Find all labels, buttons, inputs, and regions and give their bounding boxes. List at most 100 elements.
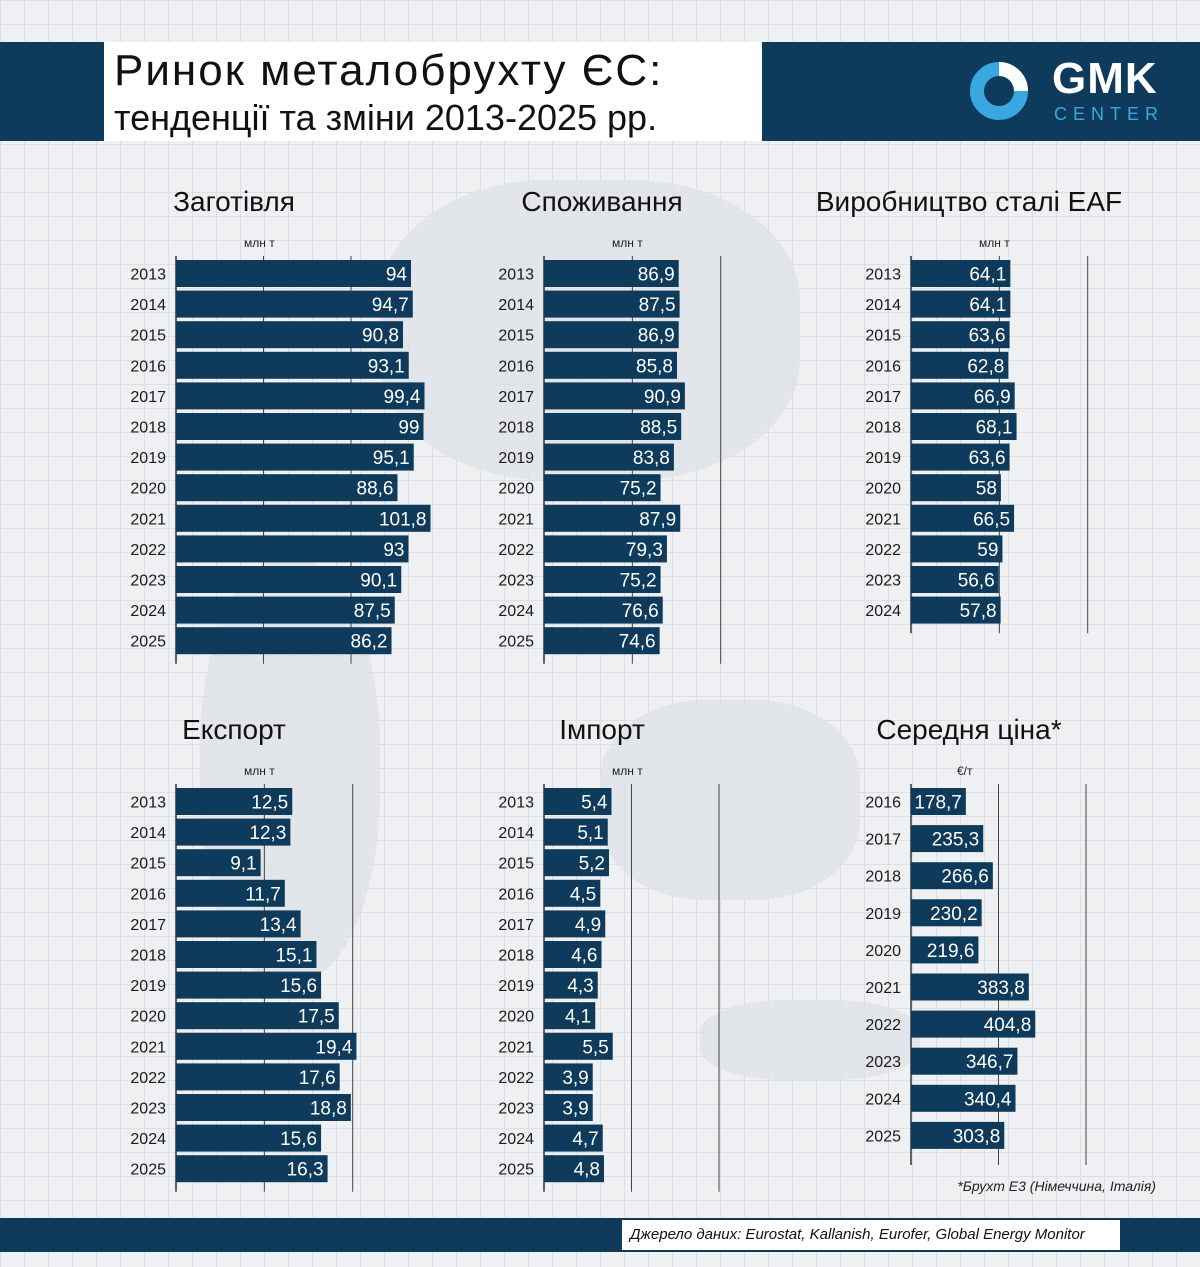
value-label: 64,1 bbox=[969, 265, 1006, 286]
category-label: 2017 bbox=[130, 917, 166, 934]
bar bbox=[911, 474, 1001, 502]
bar bbox=[176, 849, 261, 877]
category-label: 2021 bbox=[498, 1039, 534, 1056]
bar bbox=[176, 535, 409, 563]
category-label: 2025 bbox=[498, 634, 534, 651]
category-label: 2021 bbox=[498, 511, 534, 528]
chart-title: Імпорт bbox=[559, 714, 645, 745]
category-label: 2023 bbox=[865, 1054, 901, 1071]
value-label: 58 bbox=[976, 479, 997, 500]
category-label: 2017 bbox=[130, 389, 166, 406]
bar bbox=[911, 936, 979, 964]
bar bbox=[544, 413, 682, 440]
chart-title: Споживання bbox=[521, 186, 683, 217]
category-label: 2019 bbox=[498, 978, 534, 995]
bar bbox=[911, 382, 1015, 410]
category-label: 2015 bbox=[130, 856, 166, 873]
bar bbox=[911, 862, 993, 890]
category-label: 2025 bbox=[865, 1128, 901, 1145]
value-label: 4,3 bbox=[567, 976, 593, 997]
value-label: 16,3 bbox=[287, 1160, 324, 1181]
bar-plot: 2013 64,1 2014 64,1 2015 63,6 2016 62,8 2017 66,9… bbox=[845, 256, 1200, 638]
category-label: 2019 bbox=[865, 906, 901, 923]
category-label: 2014 bbox=[130, 297, 166, 314]
category-label: 2019 bbox=[130, 978, 166, 995]
bar bbox=[176, 1155, 328, 1183]
bar bbox=[176, 504, 431, 532]
unit-label: млн т bbox=[612, 236, 643, 250]
bar bbox=[544, 910, 606, 938]
value-label: 63,6 bbox=[969, 448, 1006, 469]
bar bbox=[176, 596, 395, 624]
bar bbox=[911, 1121, 1005, 1149]
value-label: 68,1 bbox=[976, 418, 1013, 439]
bar bbox=[544, 1155, 604, 1183]
category-label: 2020 bbox=[130, 1009, 166, 1026]
bar bbox=[544, 627, 660, 655]
value-label: 93,1 bbox=[368, 356, 405, 377]
value-label: 74,6 bbox=[619, 632, 656, 653]
value-label: 90,8 bbox=[362, 326, 399, 347]
bar bbox=[176, 818, 291, 846]
value-label: 62,8 bbox=[967, 356, 1004, 377]
bar bbox=[544, 1124, 603, 1152]
category-label: 2015 bbox=[498, 856, 534, 873]
category-label: 2016 bbox=[498, 358, 534, 375]
bar bbox=[176, 566, 402, 593]
category-label: 2020 bbox=[498, 1009, 534, 1026]
category-label: 2024 bbox=[130, 603, 166, 620]
value-label: 94 bbox=[386, 265, 408, 286]
category-label: 2022 bbox=[130, 542, 166, 559]
bar bbox=[544, 971, 598, 999]
value-label: 101,8 bbox=[379, 509, 427, 530]
category-label: 2018 bbox=[130, 948, 166, 965]
bar bbox=[544, 941, 602, 968]
bar bbox=[176, 941, 317, 968]
value-label: 303,8 bbox=[953, 1126, 1001, 1147]
category-label: 2016 bbox=[498, 886, 534, 903]
category-label: 2018 bbox=[498, 420, 534, 437]
chart-svg: 2013 5,4 2014 5,1 2015 5,2 2016 4,5 2017 4,9 2018 4… bbox=[498, 784, 720, 1192]
bar bbox=[911, 596, 1001, 624]
bar-plot: 2013 86,9 2014 87,5 2015 86,9 2016 85,8 2017 90,9… bbox=[478, 256, 838, 669]
bar bbox=[911, 973, 1029, 1001]
bar bbox=[544, 1002, 596, 1030]
value-label: 5,2 bbox=[579, 854, 605, 875]
category-label: 2022 bbox=[498, 542, 534, 559]
category-label: 2015 bbox=[865, 328, 901, 345]
value-label: 86,9 bbox=[638, 326, 675, 347]
value-label: 15,6 bbox=[280, 1129, 317, 1150]
value-label: 64,1 bbox=[969, 295, 1006, 316]
category-label: 2021 bbox=[865, 511, 901, 528]
category-label: 2013 bbox=[130, 795, 166, 812]
value-label: 75,2 bbox=[620, 571, 657, 592]
category-label: 2025 bbox=[130, 1162, 166, 1179]
bar bbox=[911, 260, 1011, 287]
bar bbox=[176, 971, 322, 999]
bar bbox=[911, 1047, 1018, 1075]
value-label: 219,6 bbox=[927, 941, 975, 962]
logo-ring-icon bbox=[970, 62, 1028, 120]
page-subtitle: тенденції та зміни 2013-2025 рр. bbox=[114, 97, 658, 138]
value-label: 235,3 bbox=[932, 830, 980, 851]
chart-title: Виробництво сталі EAF bbox=[815, 186, 1123, 217]
category-label: 2020 bbox=[865, 481, 901, 498]
bar bbox=[176, 1094, 351, 1121]
value-label: 4,8 bbox=[574, 1160, 600, 1181]
bar bbox=[176, 474, 398, 502]
category-label: 2018 bbox=[865, 420, 901, 437]
category-label: 2024 bbox=[130, 1131, 166, 1148]
value-label: 346,7 bbox=[966, 1052, 1014, 1073]
value-label: 19,4 bbox=[315, 1037, 352, 1058]
category-label: 2015 bbox=[498, 328, 534, 345]
category-label: 2020 bbox=[865, 943, 901, 960]
value-label: 266,6 bbox=[941, 867, 989, 888]
footnote: *Брухт Е3 (Німеччина, Італія) bbox=[957, 1178, 1156, 1194]
bar bbox=[176, 260, 411, 287]
value-label: 90,9 bbox=[644, 387, 681, 408]
bar bbox=[176, 1002, 339, 1030]
bar bbox=[544, 351, 677, 379]
value-label: 15,1 bbox=[275, 946, 312, 967]
bar bbox=[176, 910, 301, 938]
bar bbox=[544, 443, 674, 471]
